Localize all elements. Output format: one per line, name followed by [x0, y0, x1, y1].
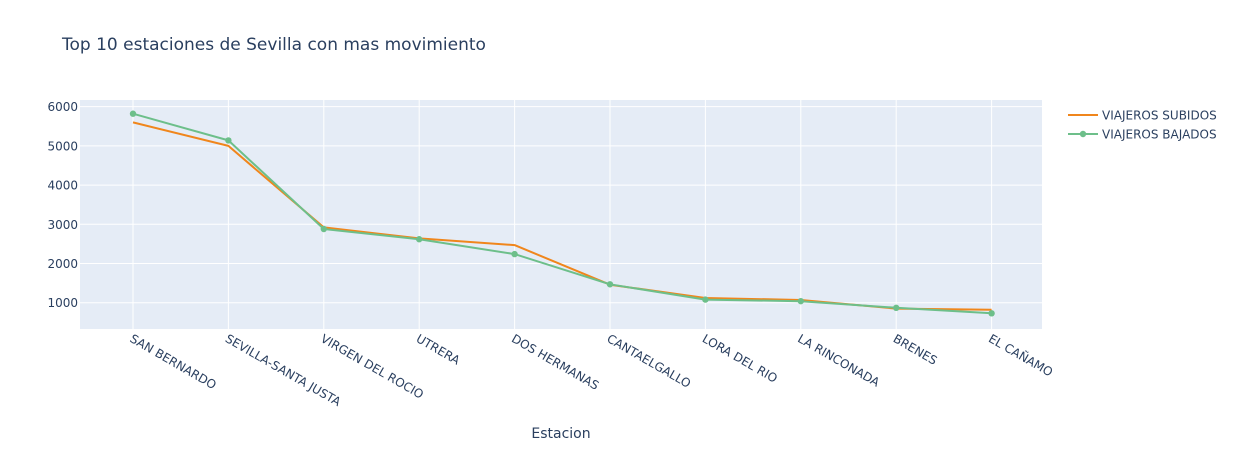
y-axis: 1000 2000 3000 4000 5000 6000 — [47, 100, 78, 310]
plot-area — [80, 100, 1042, 329]
data-point[interactable] — [416, 236, 423, 243]
series-layer — [129, 110, 995, 317]
chart-title: Top 10 estaciones de Sevilla con mas mov… — [61, 35, 486, 55]
legend[interactable]: VIAJEROS SUBIDOS VIAJEROS BAJADOS — [1068, 109, 1217, 142]
x-axis-title: Estacion — [531, 426, 590, 442]
x-tick-label: UTRERA — [414, 331, 463, 368]
grid-lines — [80, 100, 1042, 329]
legend-label: VIAJEROS SUBIDOS — [1102, 109, 1217, 123]
x-tick-label: BRENES — [891, 331, 940, 367]
data-point[interactable] — [511, 250, 518, 258]
x-tick-label: SAN BERNARDO — [128, 331, 219, 392]
series-line[interactable] — [132, 112, 992, 315]
data-point[interactable] — [797, 297, 804, 305]
legend-label: VIAJEROS BAJADOS — [1102, 128, 1217, 142]
legend-item[interactable]: VIAJEROS BAJADOS — [1068, 128, 1217, 142]
x-tick-label: EL CAÑAMO — [986, 331, 1056, 380]
data-point[interactable] — [129, 110, 137, 117]
y-tick-label: 2000 — [47, 257, 78, 271]
y-tick-label: 3000 — [47, 218, 78, 232]
data-point[interactable] — [702, 296, 709, 303]
data-point[interactable] — [320, 225, 327, 233]
x-tick-label: LORA DEL RIO — [700, 331, 780, 385]
x-tick-label: LA RINCONADA — [795, 331, 882, 390]
y-tick-label: 4000 — [47, 179, 78, 193]
data-point[interactable] — [893, 304, 900, 312]
y-tick-label: 6000 — [47, 100, 78, 114]
legend-item[interactable]: VIAJEROS SUBIDOS — [1068, 109, 1217, 123]
y-tick-label: 1000 — [47, 296, 78, 310]
data-point[interactable] — [225, 137, 232, 144]
y-tick-label: 5000 — [47, 139, 78, 153]
data-point[interactable] — [606, 281, 614, 288]
x-tick-label: CANTAELGALLO — [605, 331, 694, 390]
data-point[interactable] — [988, 310, 995, 317]
legend-marker — [1079, 130, 1087, 138]
x-tick-label: DOS HERMANAS — [509, 331, 601, 392]
